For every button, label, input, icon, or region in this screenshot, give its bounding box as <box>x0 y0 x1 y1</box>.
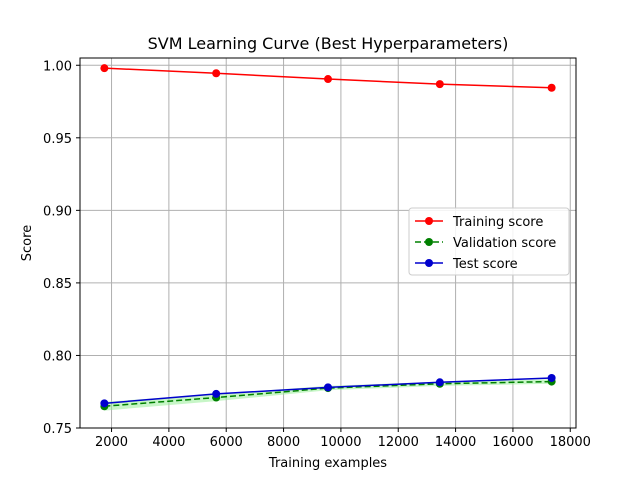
data-point <box>324 383 332 392</box>
legend-label: Test score <box>452 257 518 272</box>
x-tick-label: 12000 <box>378 435 419 450</box>
plot-area: 2000 4000 6000 8000 10000 12000 14000 16000 1800… <box>43 57 591 450</box>
y-tick-label: 1.00 <box>43 59 72 74</box>
x-tick-label: 2000 <box>95 435 128 450</box>
y-axis-title: Score <box>20 225 35 261</box>
x-tick-label: 16000 <box>492 435 533 450</box>
y-tick-label: 0.90 <box>43 204 72 219</box>
data-point <box>212 389 221 398</box>
x-tick-label: 6000 <box>210 435 243 450</box>
data-point <box>547 373 556 382</box>
y-tick-label: 0.80 <box>43 349 72 364</box>
data-point <box>324 75 332 84</box>
legend-marker <box>425 238 433 246</box>
x-tick-label: 4000 <box>152 435 185 450</box>
legend: Training score Validation score Test score <box>408 207 570 276</box>
data-point <box>100 399 109 408</box>
legend-marker <box>425 217 433 225</box>
confidence-band <box>104 379 552 411</box>
x-tick-label: 18000 <box>550 435 591 450</box>
legend-marker <box>425 259 433 267</box>
data-point <box>435 378 444 387</box>
y-tick-label: 0.75 <box>43 422 72 437</box>
data-point <box>100 64 109 73</box>
x-tick-label: 14000 <box>435 435 476 450</box>
data-point <box>212 69 221 78</box>
x-tick-label: 10000 <box>320 435 361 450</box>
x-tick-label: 8000 <box>267 435 300 450</box>
chart-title: SVM Learning Curve (Best Hyperparameters… <box>148 34 509 53</box>
data-point <box>547 83 556 92</box>
y-tick-label: 0.85 <box>43 277 72 292</box>
legend-label: Validation score <box>453 236 556 251</box>
series-line-2 <box>104 380 552 407</box>
legend-label: Training score <box>452 215 543 230</box>
axes-frame <box>79 57 577 429</box>
y-tick-label: 0.95 <box>43 132 72 147</box>
legend-box <box>408 207 570 276</box>
data-point <box>435 80 444 89</box>
x-axis-title: Training examples <box>268 456 387 471</box>
